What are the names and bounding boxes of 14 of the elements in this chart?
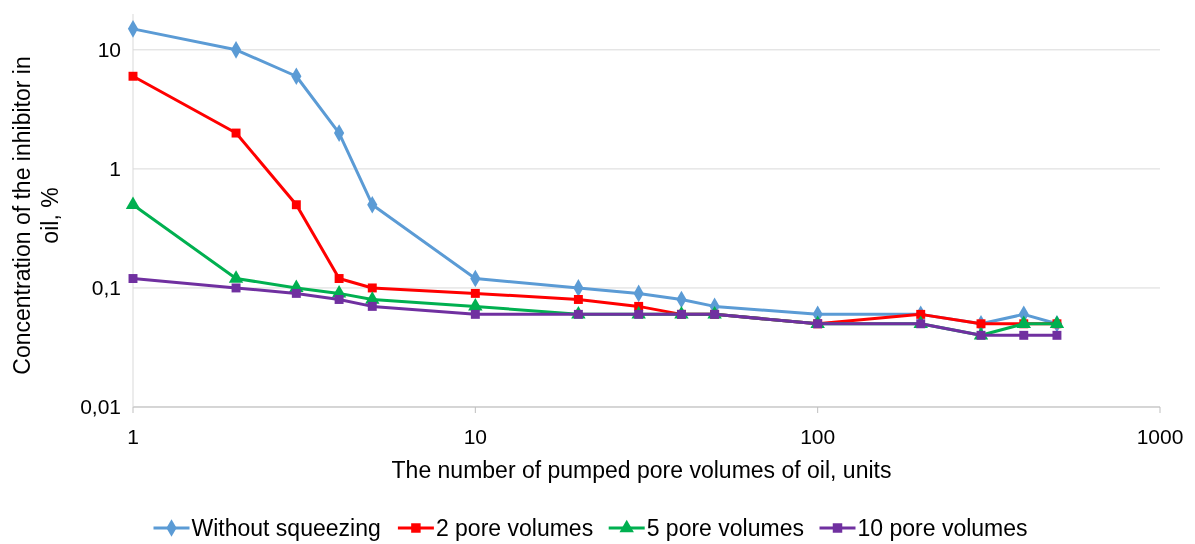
legend-label: 2 pore volumes	[435, 515, 594, 541]
y-tick-label: 1	[109, 156, 121, 180]
x-tick-label: 100	[800, 425, 836, 448]
y-axis-title: Concentration of the inhibitor in oil, %	[9, 56, 63, 375]
x-tick-label: 1000	[1136, 425, 1184, 448]
y-tick-label: 0,1	[91, 275, 121, 299]
y-tick-label: 10	[97, 37, 121, 61]
legend-label: Without squeezing	[191, 515, 381, 541]
x-axis-title: The number of pumped pore volumes of oil, units	[391, 457, 892, 483]
y-tick-label: 0,01	[80, 395, 121, 418]
legend-label: 5 pore volumes	[646, 515, 804, 541]
legend-label: 10 pore volumes	[857, 515, 1028, 541]
x-tick-label: 10	[463, 425, 488, 448]
x-tick-label: 1	[127, 425, 139, 448]
